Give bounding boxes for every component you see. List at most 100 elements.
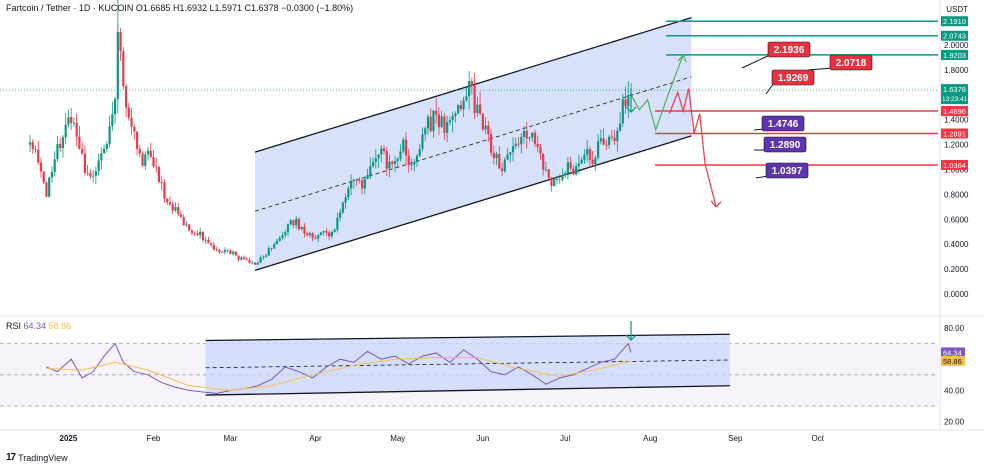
candle-body [415, 155, 419, 163]
candle-body [542, 153, 545, 170]
candle-body [432, 110, 435, 132]
candle-body [259, 257, 262, 263]
candle-body [223, 250, 226, 253]
candle [111, 101, 114, 131]
candle-body [240, 257, 243, 260]
candle-body [594, 157, 597, 165]
candle-body [371, 161, 375, 167]
symbol-name[interactable]: Fartcoin / Tether · 1D · KUCOIN [6, 3, 134, 13]
candle [278, 235, 281, 242]
candle [314, 234, 317, 240]
candle-body [355, 179, 358, 181]
candle-body [45, 182, 48, 197]
candle-body [256, 262, 259, 265]
last-price-label: 1.6378 [943, 85, 966, 94]
candle [336, 212, 339, 233]
candle-body [135, 131, 139, 149]
candle-body [374, 158, 377, 162]
candle-body [500, 168, 504, 172]
candle [385, 147, 388, 177]
candle-body [517, 143, 520, 145]
candle [201, 231, 205, 243]
candle-body [234, 251, 237, 256]
candle-body [352, 179, 355, 182]
candle [188, 223, 191, 232]
candle [67, 109, 70, 128]
candle [281, 231, 284, 240]
brand-footer[interactable]: 17 TradingView [6, 452, 68, 463]
candle [347, 185, 350, 201]
rsi-label[interactable]: RSI [6, 321, 22, 331]
candle [122, 46, 125, 90]
candle [144, 151, 147, 170]
rsi-value-tag-label: 64.34 [943, 348, 962, 357]
candle-body [347, 188, 350, 198]
candle [520, 133, 523, 154]
candle [83, 145, 86, 176]
candle-body [572, 168, 575, 175]
candle [251, 260, 254, 265]
candle [583, 149, 586, 164]
candle [407, 148, 410, 173]
candle [113, 96, 117, 124]
annotation-box [767, 41, 811, 58]
candle-body [284, 232, 287, 236]
price-tick-label: 2.0000 [944, 41, 969, 50]
candle-body [168, 202, 172, 205]
candle [97, 153, 100, 176]
candle-body [566, 162, 570, 174]
candle [446, 115, 449, 143]
candle-body [264, 255, 268, 257]
candle-body [457, 105, 460, 114]
candle [489, 128, 493, 157]
annotation-label: 1.4746 [768, 119, 799, 130]
candle-body [190, 230, 194, 233]
candle-body [627, 94, 630, 107]
candle [413, 158, 416, 172]
candle-body [360, 180, 364, 189]
candle [363, 176, 366, 195]
candle [457, 104, 460, 115]
axis-price-tag [941, 106, 968, 117]
candle [404, 132, 408, 166]
rsi-channel-fill [205, 334, 730, 396]
candle [124, 84, 128, 118]
channel-midline [254, 76, 692, 212]
candle [506, 147, 509, 160]
candle-body [382, 148, 386, 152]
candle [333, 228, 336, 233]
candle-body [122, 51, 125, 87]
candle-body [393, 160, 397, 164]
candle-body [555, 178, 559, 180]
candle-body [155, 166, 158, 168]
candle [330, 230, 333, 239]
candle-body [237, 255, 240, 260]
annotation-box [829, 54, 873, 71]
candle-body [64, 124, 67, 138]
candle-body [462, 100, 465, 110]
candle [426, 113, 430, 135]
candle [31, 139, 34, 154]
candle [418, 144, 421, 158]
candle-body [613, 137, 616, 142]
candle [174, 202, 177, 213]
candle [303, 223, 306, 238]
candle [199, 227, 202, 239]
candle-body [544, 169, 548, 171]
candle [319, 232, 323, 236]
candle [59, 137, 62, 152]
candle [393, 155, 397, 173]
ohlc-change: −0.0300 (−1.80%) [281, 3, 354, 13]
ohlc-close: C1.6378 [244, 3, 279, 13]
candle [360, 177, 364, 195]
candle-body [56, 143, 59, 160]
candle [234, 250, 237, 256]
candle-body [492, 152, 495, 159]
candle [528, 136, 531, 142]
candle-body [410, 164, 413, 166]
candle [564, 171, 567, 179]
candle [92, 169, 95, 183]
candle-body [440, 116, 443, 128]
candle-body [602, 138, 605, 145]
